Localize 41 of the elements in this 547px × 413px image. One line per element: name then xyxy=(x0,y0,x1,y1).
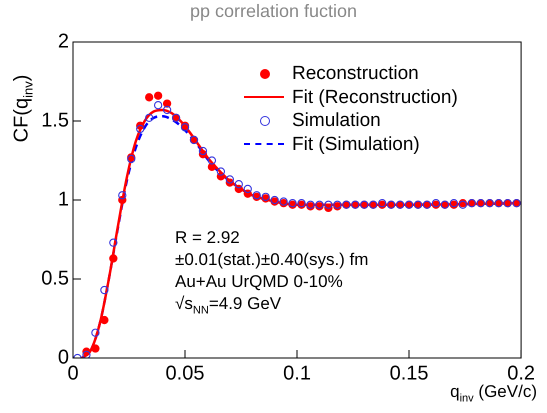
point xyxy=(198,146,208,156)
point xyxy=(145,93,154,102)
point xyxy=(91,344,100,353)
legend-label: Simulation xyxy=(292,109,381,132)
x-tick-label: 0.15 xyxy=(390,362,429,385)
legend-label: Reconstruction xyxy=(292,62,419,86)
y-tick-label: 0 xyxy=(58,346,69,369)
point xyxy=(324,200,333,209)
y-tick-label: 2 xyxy=(58,30,69,53)
point xyxy=(154,92,162,100)
point xyxy=(100,316,109,324)
annotation: Au+Au UrQMD 0-10% xyxy=(175,271,344,293)
point xyxy=(109,254,118,263)
point xyxy=(145,114,154,122)
point xyxy=(136,124,144,134)
legend-label: Fit (Simulation) xyxy=(292,132,420,156)
annotation: R = 2.92 xyxy=(175,227,241,249)
point xyxy=(208,162,216,171)
y-tick-label: 0.5 xyxy=(41,268,69,290)
point xyxy=(100,286,109,294)
x-tick-label: 0.1 xyxy=(283,362,311,385)
point xyxy=(91,328,100,337)
legend-label: Fit (Reconstruction) xyxy=(292,86,458,109)
y-tick-label: 1.5 xyxy=(41,110,69,132)
x-axis-title: q$_{inv}$ (GeV/c) xyxy=(450,382,537,404)
x-tick-label: 0.05 xyxy=(166,362,204,385)
point xyxy=(162,106,172,114)
point xyxy=(226,175,234,184)
point xyxy=(216,167,226,176)
chart-title: pp correlation fuction xyxy=(188,1,358,22)
point xyxy=(208,156,216,165)
point xyxy=(109,238,118,247)
point xyxy=(154,101,162,110)
point xyxy=(82,350,91,358)
x-tick-label: 0.2 xyxy=(507,362,536,385)
annotation: √s$_{NN}$=4.9 GeV xyxy=(175,293,282,318)
annotation: ±0.01(stat.)±0.40(sys.) fm xyxy=(175,249,368,271)
y-tick-label: 1 xyxy=(58,188,69,211)
point xyxy=(244,184,252,194)
point xyxy=(234,180,243,188)
point xyxy=(118,191,126,200)
